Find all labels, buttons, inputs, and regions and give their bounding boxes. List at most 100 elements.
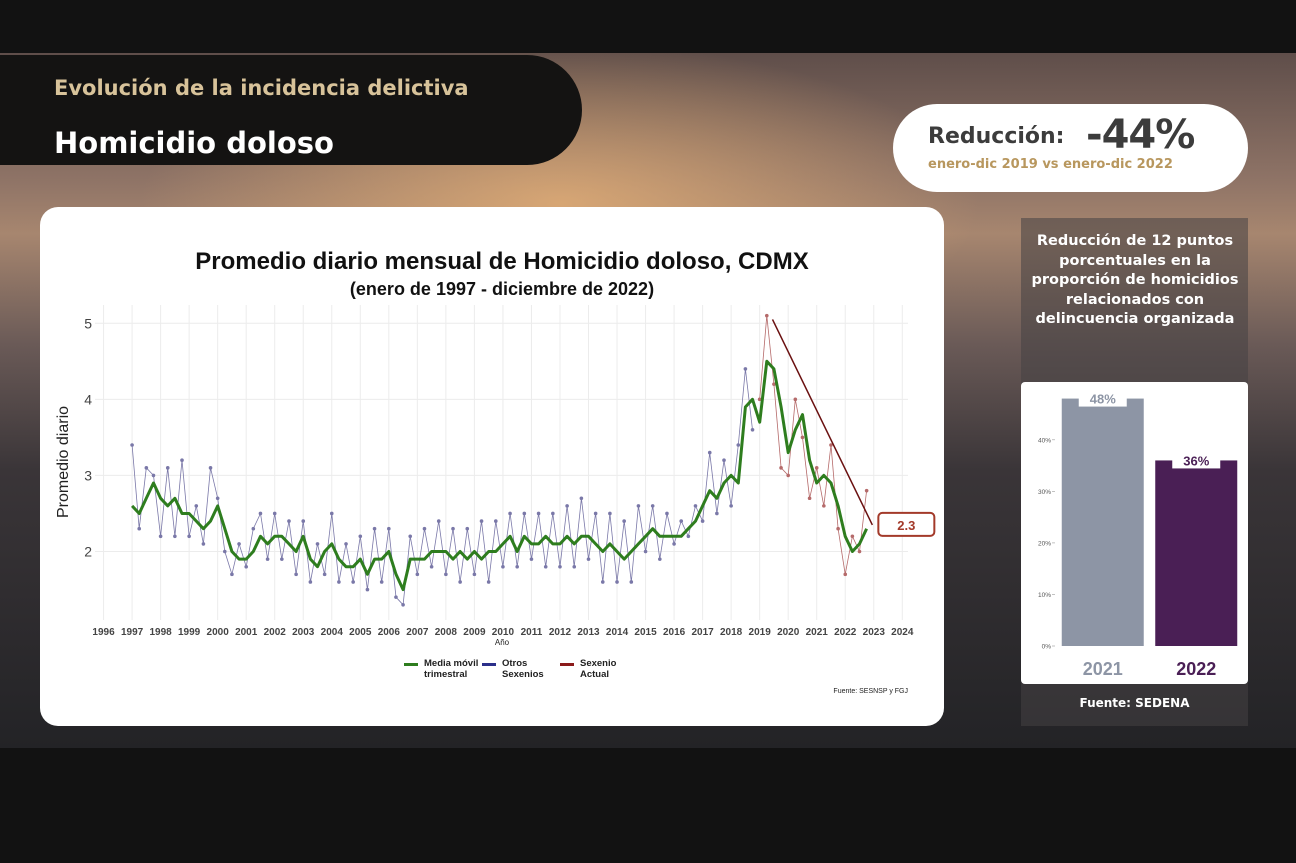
data-point [308,580,313,584]
data-point [722,458,726,463]
data-point [486,580,491,584]
data-point [230,572,234,577]
data-point [465,526,470,531]
x-tick-label: 1996 [92,627,115,638]
reduction-label: Reducción: [928,124,1065,149]
y-tick-label: 10% [1038,592,1051,599]
data-point [173,534,177,539]
data-point [700,519,705,523]
legend-label: Otros Sexenios [502,658,544,680]
data-point [586,557,591,561]
x-tick-label: 1998 [149,627,172,638]
data-point [329,511,334,516]
data-point [251,526,256,531]
y-axis-label: Promedio diario [55,406,72,518]
data-point [422,526,427,531]
value-label-box [1172,453,1221,469]
x-tick-label: 1999 [178,627,201,638]
data-point [358,534,363,539]
legend-item: Otros Sexenios [482,658,562,680]
data-point [643,549,648,554]
data-point [265,557,270,561]
data-point [215,496,220,501]
data-point [436,519,441,523]
bar-chart-card: 0% 10% 20% 30% 40% 48% 2021 36% 2022 [1021,382,1248,684]
value-label: 36% [1183,453,1209,468]
data-point [715,511,719,516]
data-point [857,549,862,554]
data-point [372,526,377,531]
data-point [786,473,790,478]
x-tick-label: 2022 [1176,659,1216,679]
x-tick-label: 2000 [207,627,230,638]
x-tick-label: 2008 [435,627,458,638]
data-point [800,435,805,440]
legend-label: Media móvil trimestral [424,658,479,680]
x-tick-label: 2021 [806,627,829,638]
x-tick-label: 2017 [691,627,714,638]
data-point [707,450,712,455]
y-tick-label: 30% [1038,489,1051,496]
data-point [686,534,691,539]
source: Fuente: SESNSP y FGJ [833,688,908,695]
data-point [294,572,298,577]
data-point [543,564,548,569]
data-point [736,443,741,447]
bar [1061,398,1144,646]
data-point [615,580,619,584]
x-tick-label: 2023 [863,627,886,638]
legend-swatch [482,663,496,666]
data-point [551,511,555,516]
y-tick-label: 40% [1038,437,1051,444]
bar-chart: 0% 10% 20% 30% 40% 48% 2021 36% 2022 [1038,391,1238,679]
chart-subtitle: (enero de 1997 - diciembre de 2022) [350,279,654,299]
data-point [515,564,519,569]
y-tick-label: 20% [1038,540,1051,547]
data-point [793,397,798,402]
data-point [565,504,569,508]
x-tick-label: 1997 [121,627,144,638]
x-tick-label: 2011 [521,627,543,638]
data-point [458,580,462,584]
data-point [479,519,484,523]
data-point [351,580,355,584]
legend-item: Sexenio Actual [560,658,640,680]
legend-label: Sexenio Actual [580,658,617,680]
data-point [864,488,869,493]
data-point [593,511,598,516]
data-point [344,542,348,546]
data-point [772,382,776,386]
x-tick-label: 2020 [777,627,800,638]
x-tick-label: 2021 [1083,659,1123,679]
data-point [829,443,833,447]
data-point [444,572,448,577]
side-note: Reducción de 12 puntos porcentuales en l… [1031,233,1239,327]
x-tick-label: 2016 [663,627,686,638]
data-point [743,367,748,371]
data-point [130,443,134,447]
data-point [208,466,213,470]
reduction-period: enero-dic 2019 vs enero-dic 2022 [928,157,1173,172]
y-tick-label: 0% [1042,644,1052,651]
legend-swatch [404,663,418,666]
data-point [508,511,512,516]
chart-title: Promedio diario mensual de Homicidio dol… [195,248,808,275]
data-point [679,519,684,523]
y-tick-label: 4 [84,391,92,407]
data-point [472,572,477,577]
data-point [558,564,562,569]
data-point [144,466,149,470]
y-tick-label: 2 [84,544,92,560]
data-point [301,519,306,523]
data-point [337,580,341,584]
y-tick-label: 5 [84,315,92,331]
data-point [394,595,398,599]
annotation-box [877,511,936,537]
data-point [608,511,612,516]
data-point [843,572,848,577]
data-point [237,542,241,546]
series-line [131,368,753,606]
bar-source: Fuente: SEDENA [1079,696,1190,710]
x-tick-label: 2007 [406,627,429,638]
